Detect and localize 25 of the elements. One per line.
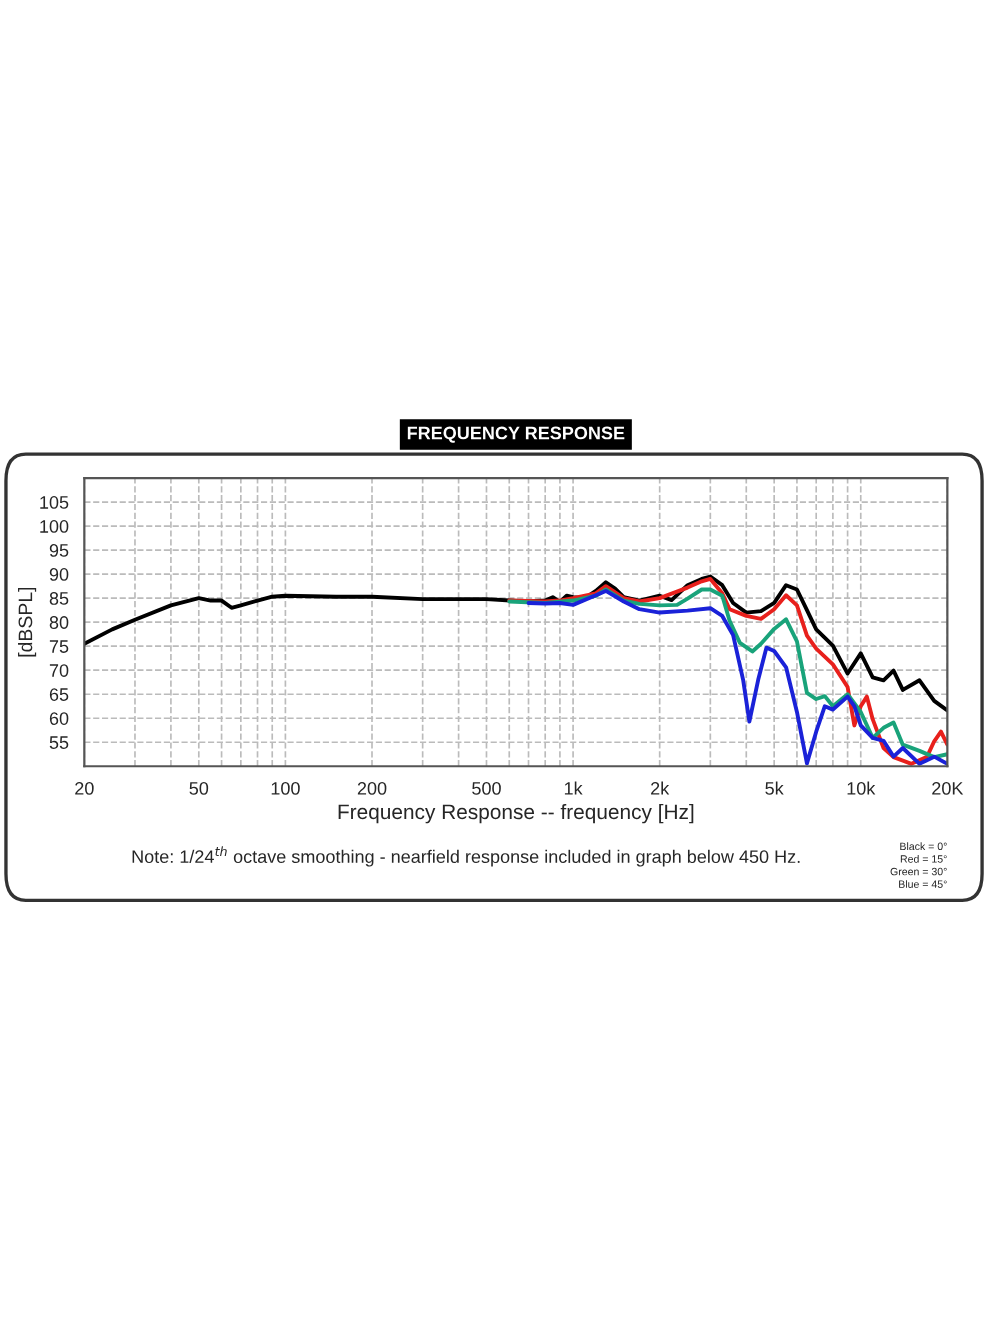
x-tick-label: 1k [564,781,583,795]
chart-title: FREQUENCY RESPONSE [407,426,625,443]
y-tick-label: 80 [49,616,69,629]
y-tick-label: 105 [40,496,69,509]
x-tick-label: 100 [271,782,300,795]
y-tick-label: 65 [49,688,69,701]
y-tick-label: 60 [49,712,69,725]
y-tick-label: 55 [49,736,69,749]
text: Note: 1/24$^{th}$ octave smoothing - nearfield response included in graph below 450 Hz. [132,846,800,867]
x-tick-label: 20K [932,782,964,795]
y-tick-label: 70 [49,664,69,677]
x-tick-label: 5k [765,781,784,795]
y-tick-label: 100 [40,520,69,533]
x-tick-label: 50 [189,782,209,795]
x-tick-label: 20 [75,782,94,795]
y-tick-label: 75 [49,640,69,653]
x-tick-label: 2k [651,781,670,795]
x-tick-label: 200 [357,782,387,795]
y-tick-label: 85 [49,592,69,605]
x-tick-label: 10k [847,781,876,795]
x-axis-title: Frequency Response -- frequency [Hz] [338,803,694,824]
y-axis-title: [dBSPL] [18,587,37,657]
x-tick-label: 500 [472,782,501,795]
y-tick-label: 90 [49,568,69,581]
y-tick-label: 95 [49,544,69,557]
